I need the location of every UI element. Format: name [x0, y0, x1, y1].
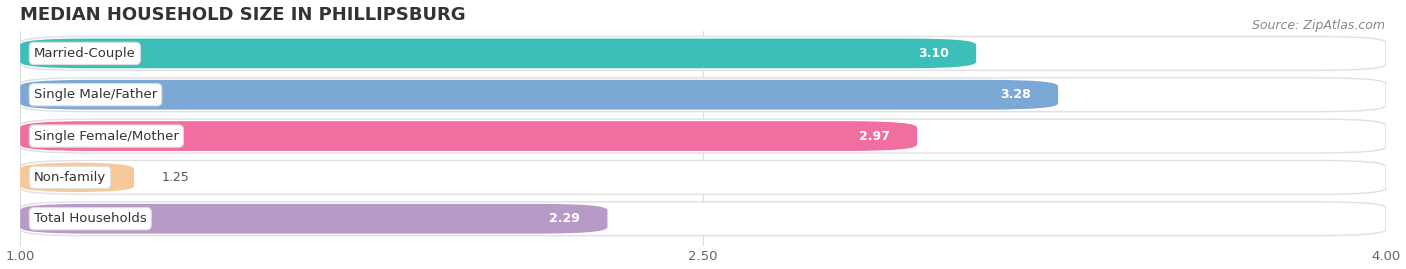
Text: MEDIAN HOUSEHOLD SIZE IN PHILLIPSBURG: MEDIAN HOUSEHOLD SIZE IN PHILLIPSBURG: [20, 6, 465, 24]
Text: Non-family: Non-family: [34, 171, 105, 184]
FancyBboxPatch shape: [20, 37, 1386, 70]
Text: Single Male/Father: Single Male/Father: [34, 88, 157, 101]
Text: 3.28: 3.28: [1000, 88, 1031, 101]
Text: 2.97: 2.97: [859, 130, 890, 143]
Text: 1.25: 1.25: [162, 171, 188, 184]
FancyBboxPatch shape: [20, 80, 1059, 109]
FancyBboxPatch shape: [20, 38, 976, 68]
Text: Single Female/Mother: Single Female/Mother: [34, 130, 179, 143]
FancyBboxPatch shape: [20, 119, 1386, 153]
FancyBboxPatch shape: [20, 202, 1386, 236]
FancyBboxPatch shape: [20, 78, 1386, 112]
FancyBboxPatch shape: [20, 160, 1386, 194]
Text: 2.29: 2.29: [550, 212, 581, 225]
Text: 3.10: 3.10: [918, 47, 949, 60]
Text: Married-Couple: Married-Couple: [34, 47, 136, 60]
FancyBboxPatch shape: [20, 121, 917, 151]
Text: Total Households: Total Households: [34, 212, 146, 225]
FancyBboxPatch shape: [20, 204, 607, 233]
FancyBboxPatch shape: [20, 162, 134, 192]
Text: Source: ZipAtlas.com: Source: ZipAtlas.com: [1251, 19, 1385, 32]
